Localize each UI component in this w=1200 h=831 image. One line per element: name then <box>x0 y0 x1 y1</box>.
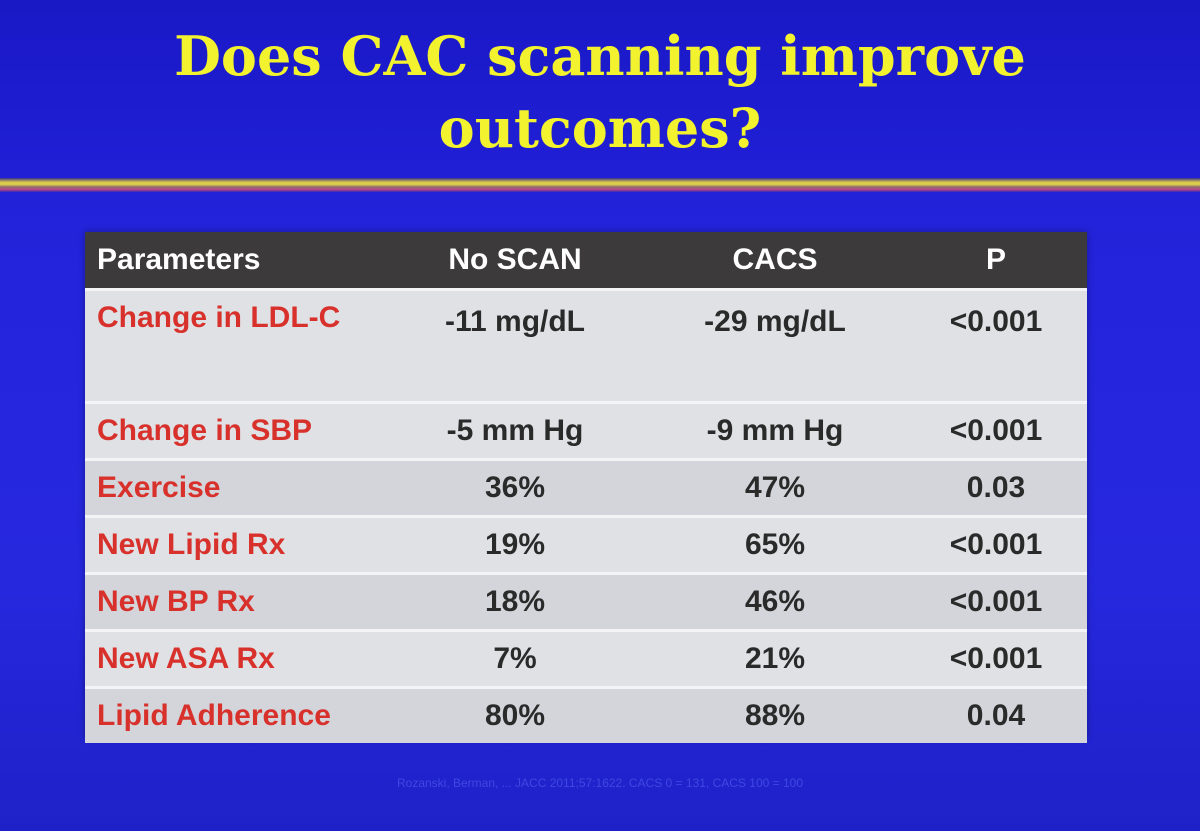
row-no-scan-value: 19% <box>385 515 645 574</box>
row-no-scan-value: 80% <box>385 686 645 743</box>
table-row: Change in LDL-C -11 mg/dL -29 mg/dL <0.0… <box>85 288 1087 403</box>
table-row: Lipid Adherence 80% 88% 0.04 <box>85 686 1087 743</box>
row-p-value: 0.04 <box>905 686 1087 743</box>
row-parameter: Exercise <box>85 458 385 517</box>
table-row: Change in SBP -5 mm Hg -9 mm Hg <0.001 <box>85 401 1087 460</box>
row-p-value: <0.001 <box>905 401 1087 460</box>
results-table-container: Parameters No SCAN CACS P Change in LDL-… <box>85 232 1087 743</box>
slide-title: Does CAC scanning improve outcomes? <box>174 24 1026 160</box>
row-no-scan-value: 36% <box>385 458 645 517</box>
row-parameter: Change in LDL-C <box>85 288 385 403</box>
row-p-value: <0.001 <box>905 629 1087 688</box>
row-p-value: <0.001 <box>905 288 1087 403</box>
row-cacs-value: 47% <box>645 458 905 517</box>
row-no-scan-value: 7% <box>385 629 645 688</box>
row-p-value: 0.03 <box>905 458 1087 517</box>
row-cacs-value: 65% <box>645 515 905 574</box>
row-no-scan-value: -11 mg/dL <box>385 288 645 403</box>
header-no-scan: No SCAN <box>385 232 645 290</box>
row-p-value: <0.001 <box>905 515 1087 574</box>
row-cacs-value: -9 mm Hg <box>645 401 905 460</box>
row-parameter: New BP Rx <box>85 572 385 631</box>
title-divider <box>0 178 1200 192</box>
header-parameters: Parameters <box>85 232 385 290</box>
row-cacs-value: 21% <box>645 629 905 688</box>
row-no-scan-value: -5 mm Hg <box>385 401 645 460</box>
table-row: Exercise 36% 47% 0.03 <box>85 458 1087 517</box>
header-p: P <box>905 232 1087 290</box>
row-cacs-value: 46% <box>645 572 905 631</box>
row-parameter: New Lipid Rx <box>85 515 385 574</box>
row-parameter: Change in SBP <box>85 401 385 460</box>
row-cacs-value: 88% <box>645 686 905 743</box>
citation-footnote: Rozanski, Berman, ... JACC 2011;57:1622.… <box>396 776 803 790</box>
row-no-scan-value: 18% <box>385 572 645 631</box>
table-row: New ASA Rx 7% 21% <0.001 <box>85 629 1087 688</box>
table-row: New Lipid Rx 19% 65% <0.001 <box>85 515 1087 574</box>
header-cacs: CACS <box>645 232 905 290</box>
table-row: New BP Rx 18% 46% <0.001 <box>85 572 1087 631</box>
row-parameter: Lipid Adherence <box>85 686 385 743</box>
table-header-row: Parameters No SCAN CACS P <box>85 232 1087 290</box>
row-p-value: <0.001 <box>905 572 1087 631</box>
row-cacs-value: -29 mg/dL <box>645 288 905 403</box>
results-table: Parameters No SCAN CACS P Change in LDL-… <box>85 232 1087 743</box>
title-band: Does CAC scanning improve outcomes? <box>0 0 1200 178</box>
row-parameter: New ASA Rx <box>85 629 385 688</box>
